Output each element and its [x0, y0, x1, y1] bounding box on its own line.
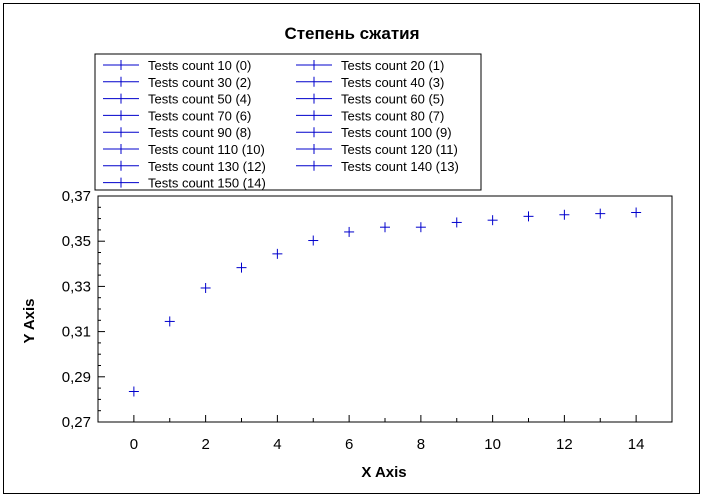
data-point — [415, 222, 426, 233]
legend: Tests count 10 (0) Tests count 20 (1) Test… — [94, 53, 482, 191]
legend-item: Tests count 20 (1) — [296, 58, 444, 73]
y-tick-label: 0,31 — [62, 324, 91, 341]
legend-item: Tests count 60 (5) — [296, 92, 444, 107]
legend-label: Tests count 50 (4) — [148, 92, 251, 107]
data-point — [308, 235, 319, 246]
data-point — [380, 222, 390, 233]
legend-item: Tests count 140 (13) — [296, 159, 459, 174]
legend-item: Tests count 50 (4) — [103, 92, 251, 107]
legend-label: Tests count 110 (10) — [148, 142, 265, 157]
legend-label: Tests count 140 (13) — [341, 159, 459, 174]
legend-item: Tests count 150 (14) — [103, 176, 266, 191]
chart-frame: Степень сжатия Tests count 10 (0) Tests c… — [3, 3, 700, 494]
legend-label: Tests count 70 (6) — [148, 108, 251, 123]
data-point — [344, 226, 355, 237]
y-tick-label: 0,37 — [62, 188, 91, 205]
data-point — [451, 217, 462, 228]
data-point — [164, 316, 175, 327]
data-point — [559, 209, 570, 220]
legend-label: Tests count 30 (2) — [148, 75, 251, 90]
y-tick-label: 0,33 — [62, 278, 91, 295]
chart-title: Степень сжатия — [284, 24, 419, 43]
legend-label: Tests count 150 (14) — [148, 176, 266, 191]
x-tick-label: 6 — [345, 436, 353, 453]
legend-item: Tests count 70 (6) — [103, 108, 251, 123]
legend-item: Tests count 30 (2) — [103, 75, 251, 90]
legend-label: Tests count 80 (7) — [341, 108, 444, 123]
legend-item: Tests count 120 (11) — [296, 142, 458, 157]
legend-box — [94, 53, 482, 191]
x-axis-label: X Axis — [361, 464, 406, 481]
legend-item: Tests count 90 (8) — [103, 125, 251, 140]
x-tick-label: 10 — [484, 436, 501, 453]
x-tick-label: 12 — [556, 436, 573, 453]
data-point — [523, 211, 534, 222]
x-tick-label: 8 — [417, 436, 425, 453]
legend-label: Tests count 20 (1) — [341, 58, 444, 73]
x-tick-label: 4 — [273, 436, 281, 453]
legend-label: Tests count 60 (5) — [341, 92, 444, 107]
data-point — [631, 207, 642, 218]
legend-item: Tests count 40 (3) — [296, 75, 444, 90]
legend-label: Tests count 120 (11) — [341, 142, 458, 157]
legend-label: Tests count 90 (8) — [148, 125, 251, 140]
data-point — [487, 215, 498, 226]
legend-label: Tests count 10 (0) — [148, 58, 251, 73]
legend-label: Tests count 40 (3) — [341, 75, 444, 90]
legend-item: Tests count 110 (10) — [103, 142, 265, 157]
data-point — [200, 282, 211, 293]
chart-svg: Степень сжатия Tests count 10 (0) Tests c… — [21, 24, 673, 481]
legend-item: Tests count 10 (0) — [103, 58, 251, 73]
data-point — [595, 208, 606, 219]
data-point — [128, 386, 139, 397]
legend-label: Tests count 130 (12) — [148, 159, 266, 174]
legend-label: Tests count 100 (9) — [341, 125, 452, 140]
data-point — [272, 248, 283, 259]
x-tick-label: 2 — [201, 436, 209, 453]
y-axis-label: Y Axis — [21, 298, 38, 343]
legend-item: Tests count 130 (12) — [103, 159, 266, 174]
y-tick-label: 0,27 — [62, 414, 91, 431]
plot-area: 0,27 0,29 0,31 0,33 0,35 0,37 0 2 4 6 8 10 12 14 — [62, 188, 673, 453]
y-tick-label: 0,29 — [62, 369, 91, 386]
data-point — [236, 262, 247, 273]
legend-item: Tests count 100 (9) — [296, 125, 452, 140]
x-tick-label: 0 — [130, 436, 138, 453]
y-tick-label: 0,35 — [62, 233, 91, 250]
x-tick-label: 14 — [628, 436, 645, 453]
legend-item: Tests count 80 (7) — [296, 108, 444, 123]
